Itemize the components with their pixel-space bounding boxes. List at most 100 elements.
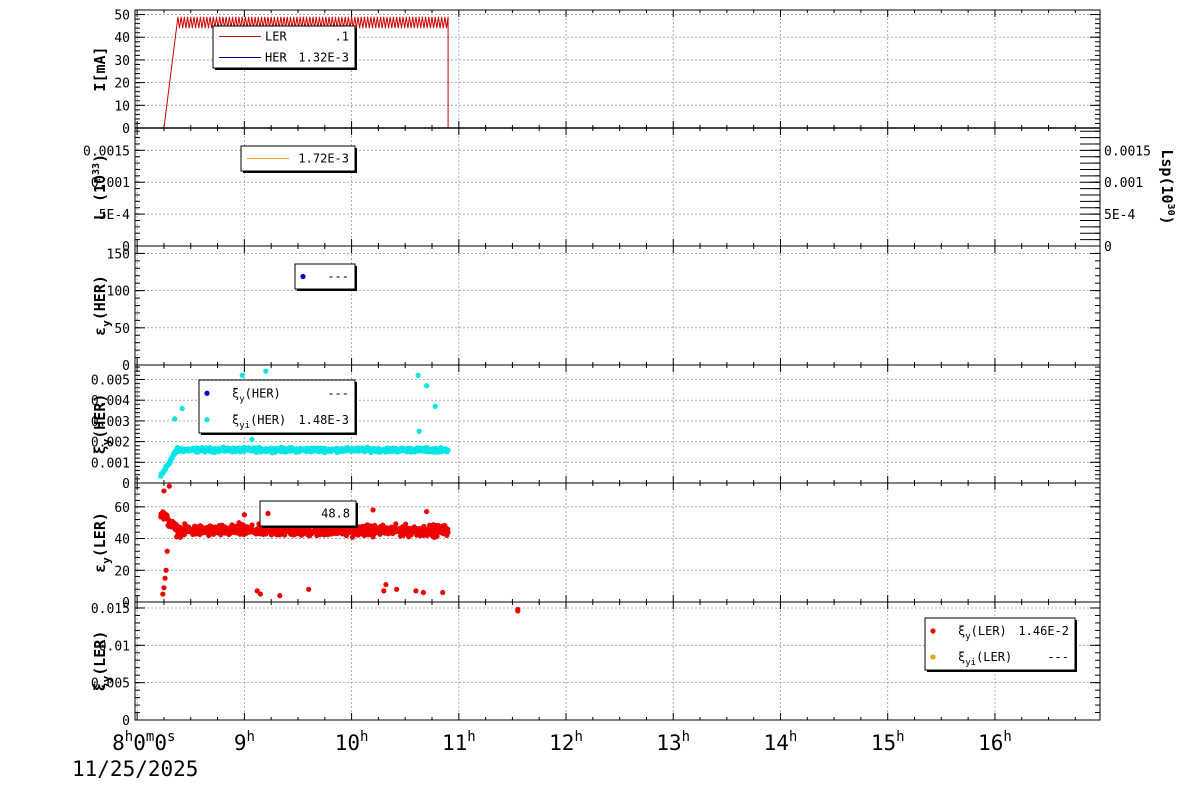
y-axis-label: ξy(LER)	[91, 631, 113, 692]
right-y-tick-label: 0	[1104, 240, 1112, 255]
panel-1: 0 10 20 30 40 50 I[mA] LER .1 HER 1.32E-3	[91, 9, 1101, 137]
y-tick-label: 40	[114, 533, 130, 548]
y-tick-label: 50	[114, 9, 130, 24]
data-point	[162, 575, 168, 581]
y-tick-label: 0	[122, 240, 130, 255]
y-axis-label: εy(LER)	[91, 512, 113, 573]
data-point	[416, 428, 422, 434]
y-tick-label: 0	[122, 596, 130, 611]
y-tick-label: 20	[114, 564, 130, 579]
legend-label: ξy(LER)	[958, 624, 1007, 642]
data-point	[239, 372, 245, 378]
y-tick-label: 50	[114, 322, 130, 337]
y-tick-label: 40	[114, 31, 130, 46]
data-point	[164, 548, 170, 554]
y-axis-label: I[mA]	[91, 46, 109, 91]
series-εy(LER)	[158, 483, 451, 599]
legend-box	[212, 25, 356, 69]
legend-marker	[300, 273, 306, 280]
data-point	[440, 589, 446, 596]
panel-6: 0 0.005 0.01 0.015 ξy(LER) ξy(LER) 1.46E-2 ξyi(…	[91, 601, 1101, 729]
legend-marker	[930, 628, 936, 634]
data-point	[257, 591, 264, 597]
data-point	[254, 588, 260, 594]
x-tick-label: 8h0m0s	[112, 729, 175, 755]
data-point	[393, 521, 399, 527]
y-tick-label: 0.004	[91, 394, 130, 409]
data-point	[415, 372, 421, 378]
legend-value: .1	[335, 30, 349, 44]
data-point	[249, 436, 255, 443]
x-tick-label: 10h	[335, 729, 369, 755]
data-point	[515, 606, 521, 613]
y-tick-label: 0.005	[91, 373, 130, 388]
y-tick-label: 10	[114, 99, 130, 114]
data-point	[161, 488, 167, 494]
right-y-tick-label: 5E-4	[1104, 208, 1135, 223]
x-tick-label: 9h	[234, 729, 255, 755]
data-point	[432, 403, 438, 410]
legend: 48.8	[259, 500, 358, 528]
data-point	[413, 588, 419, 594]
y-axis-label: L (1033)	[91, 154, 109, 220]
panel-4: 00.0010.0020.0030.0040.005ξy(HER)ξy(HER)…	[91, 364, 1101, 492]
data-point	[282, 532, 288, 538]
data-point	[420, 589, 427, 596]
data-point	[421, 526, 428, 532]
series-line-LER	[135, 16, 1100, 129]
legend-value: ---	[327, 386, 349, 400]
data-point	[160, 591, 166, 597]
y-tick-label: 0.002	[91, 436, 130, 451]
legend: ξy(LER) 1.46E-2 ξyi(LER) ---	[924, 617, 1077, 672]
data-point	[394, 586, 400, 592]
legend: LER .1 HER 1.32E-3	[212, 25, 357, 70]
panel-frame	[134, 245, 1101, 366]
legend-value: 1.48E-3	[298, 413, 349, 427]
data-point	[306, 586, 312, 592]
data-point	[424, 383, 430, 389]
data-point	[370, 507, 376, 513]
y-tick-label: 100	[107, 285, 130, 300]
y-tick-label: 30	[114, 54, 130, 69]
y-tick-label: 0	[122, 122, 130, 137]
legend-value: 1.72E-3	[298, 152, 349, 166]
y-tick-label: 150	[107, 247, 130, 262]
y-tick-label: 20	[114, 77, 130, 92]
legend-box	[198, 379, 356, 434]
legend-box	[259, 500, 357, 527]
x-axis-date: 11/25/2025	[72, 757, 198, 781]
x-tick-label: 11h	[442, 729, 476, 755]
data-point	[445, 529, 451, 535]
data-point	[172, 416, 178, 422]
y-tick-label: 0.003	[91, 415, 130, 430]
series-ξy(LER)	[515, 606, 521, 614]
x-tick-label: 13h	[656, 729, 690, 755]
panel-3: 0 50 100 150 εy(HER) ---	[91, 245, 1101, 374]
data-point	[236, 520, 242, 526]
y-axis-label: ξy(HER)	[91, 394, 113, 455]
legend-label: ξyi(LER)	[958, 650, 1012, 668]
y-tick-label: 5E-4	[99, 208, 130, 223]
data-point	[263, 368, 269, 374]
series-ξyi(HER)	[158, 368, 451, 479]
x-tick-label: 14h	[764, 729, 798, 755]
y-tick-label: 0.01	[99, 639, 130, 654]
legend: ξy(HER) --- ξyi(HER) 1.48E-3	[198, 379, 357, 435]
data-point	[445, 447, 451, 453]
legend-value: ---	[327, 270, 349, 284]
legend-marker	[265, 510, 271, 517]
y-tick-label: 0.005	[91, 677, 130, 692]
legend-box	[924, 617, 1076, 671]
x-tick-label: 15h	[871, 729, 905, 755]
data-point	[161, 585, 167, 591]
y-tick-label: 0	[122, 359, 130, 374]
data-point	[241, 512, 247, 518]
data-point	[403, 521, 409, 527]
x-tick-label: 12h	[549, 729, 583, 755]
data-point	[424, 508, 430, 515]
legend: ---	[294, 263, 357, 291]
x-tick-label: 16h	[978, 729, 1012, 755]
